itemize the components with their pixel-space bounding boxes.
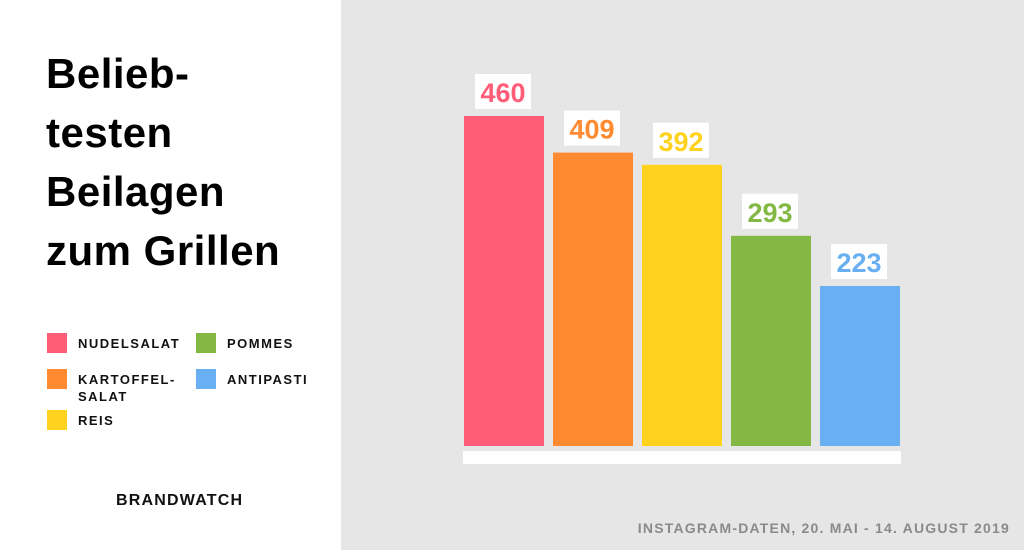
data-label-background [831, 244, 887, 280]
bar-1 [553, 152, 633, 446]
brand-logo-text: BRANDWATCH [116, 492, 244, 509]
legend-label: POMMES [227, 336, 294, 351]
legend-swatch [47, 369, 67, 389]
legend-label: NUDELSALAT [78, 336, 181, 351]
data-label: 460 [480, 78, 525, 108]
title-line: testen [46, 109, 173, 156]
legend-swatch [196, 333, 216, 353]
data-label-background [742, 193, 798, 229]
legend-swatch [47, 333, 67, 353]
bar-4 [820, 286, 900, 446]
title-line: zum Grillen [46, 227, 281, 274]
data-label: 223 [836, 248, 881, 278]
data-label-background [653, 122, 709, 158]
legend-swatch [196, 369, 216, 389]
title-line: Beilagen [46, 168, 226, 215]
bar-0 [464, 116, 544, 446]
chart-baseline [463, 451, 901, 464]
data-label: 293 [747, 198, 792, 228]
legend-swatch [47, 410, 67, 430]
data-label: 409 [569, 115, 614, 145]
legend-label: KARTOFFEL- SALAT [78, 372, 176, 404]
title-line: Belieb- [46, 50, 190, 97]
data-label: 392 [658, 127, 703, 157]
bar-2 [642, 164, 722, 447]
data-label-background [564, 110, 620, 146]
left-panel: Belieb- testen Beilagen zum Grillen NUDE… [0, 0, 341, 550]
source-footnote: INSTAGRAM-DATEN, 20. MAI - 14. AUGUST 20… [637, 520, 1010, 536]
legend-label: ANTIPASTI [227, 372, 309, 387]
data-label-background [475, 74, 531, 109]
chart-title: Belieb- testen Beilagen zum Grillen [46, 44, 280, 280]
legend-label: REIS [78, 413, 115, 428]
bar-3 [731, 235, 811, 446]
